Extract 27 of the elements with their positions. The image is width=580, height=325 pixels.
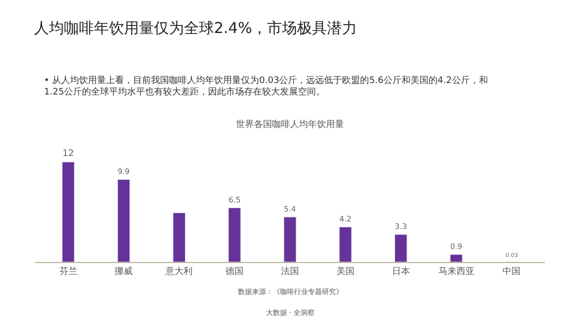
bar [450, 254, 463, 262]
x-tick-label: 德国 [226, 266, 244, 277]
bar [228, 208, 241, 262]
bar [284, 216, 296, 262]
data-label: 5.4 [284, 204, 296, 214]
text: 世界各国咖啡人均年饮用量 [236, 119, 344, 130]
chart-title: 人均咖啡年饮用量仅为全球2.4%，市场极具潜力 [34, 19, 358, 37]
x-tick-label: 意大利 [164, 266, 193, 277]
x-tick-label: 马来西亚 [438, 266, 474, 277]
chart-subtitle: • 从人均饮用量上看，目前我国咖啡人均年饮用量仅为0.03公斤，远远低于欧盟的5.6公斤和美国的4.2公斤，和1.25公斤的全球平均水平也有较大差距，因此市场存在较大发展空间。 [44, 75, 488, 98]
x-tick-label: 中国 [502, 266, 521, 277]
data-label: 4.2 [339, 214, 352, 224]
x-tick-label: 日本 [392, 266, 410, 277]
data-label: 3.3 [394, 222, 408, 231]
x-tick-label: 芬兰 [59, 266, 78, 277]
bar [62, 162, 75, 262]
bar [339, 226, 352, 262]
x-tick-label: 法国 [281, 266, 299, 277]
bar [117, 179, 130, 262]
data-label: 6.5 [228, 195, 241, 204]
data-label: 9.9 [118, 166, 130, 176]
bar [172, 212, 186, 262]
x-tick-label: 挪威 [114, 266, 133, 277]
bar [394, 234, 408, 262]
data-label: 12 [62, 149, 74, 159]
data-label: 0.9 [450, 242, 462, 251]
x-tick-label: 美国 [336, 266, 354, 277]
